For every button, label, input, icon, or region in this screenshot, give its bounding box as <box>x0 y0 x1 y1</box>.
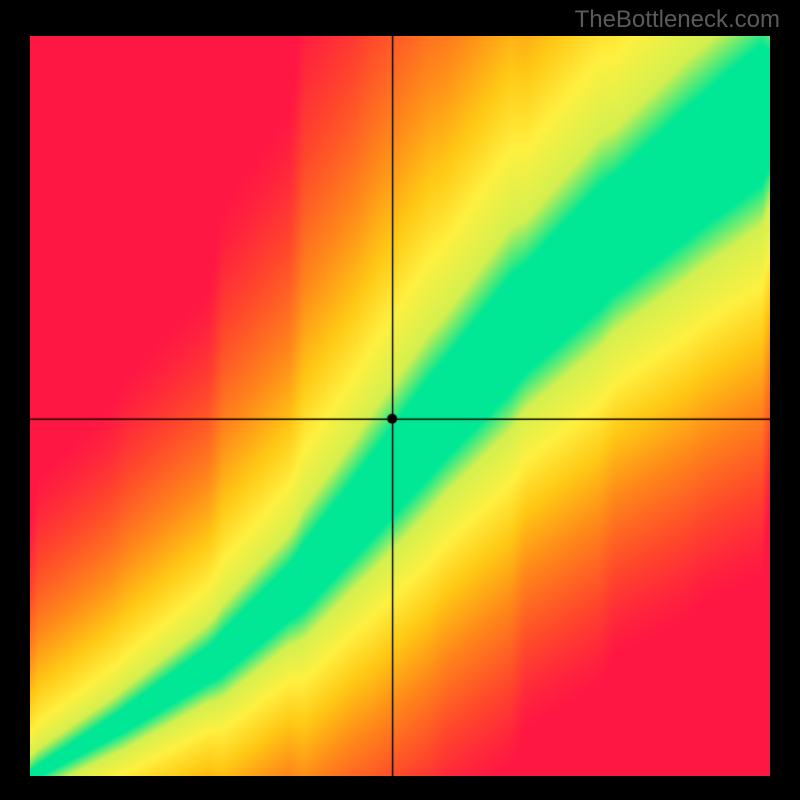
bottleneck-heatmap <box>30 36 770 776</box>
chart-frame <box>0 0 800 800</box>
watermark-text: TheBottleneck.com <box>575 6 780 34</box>
